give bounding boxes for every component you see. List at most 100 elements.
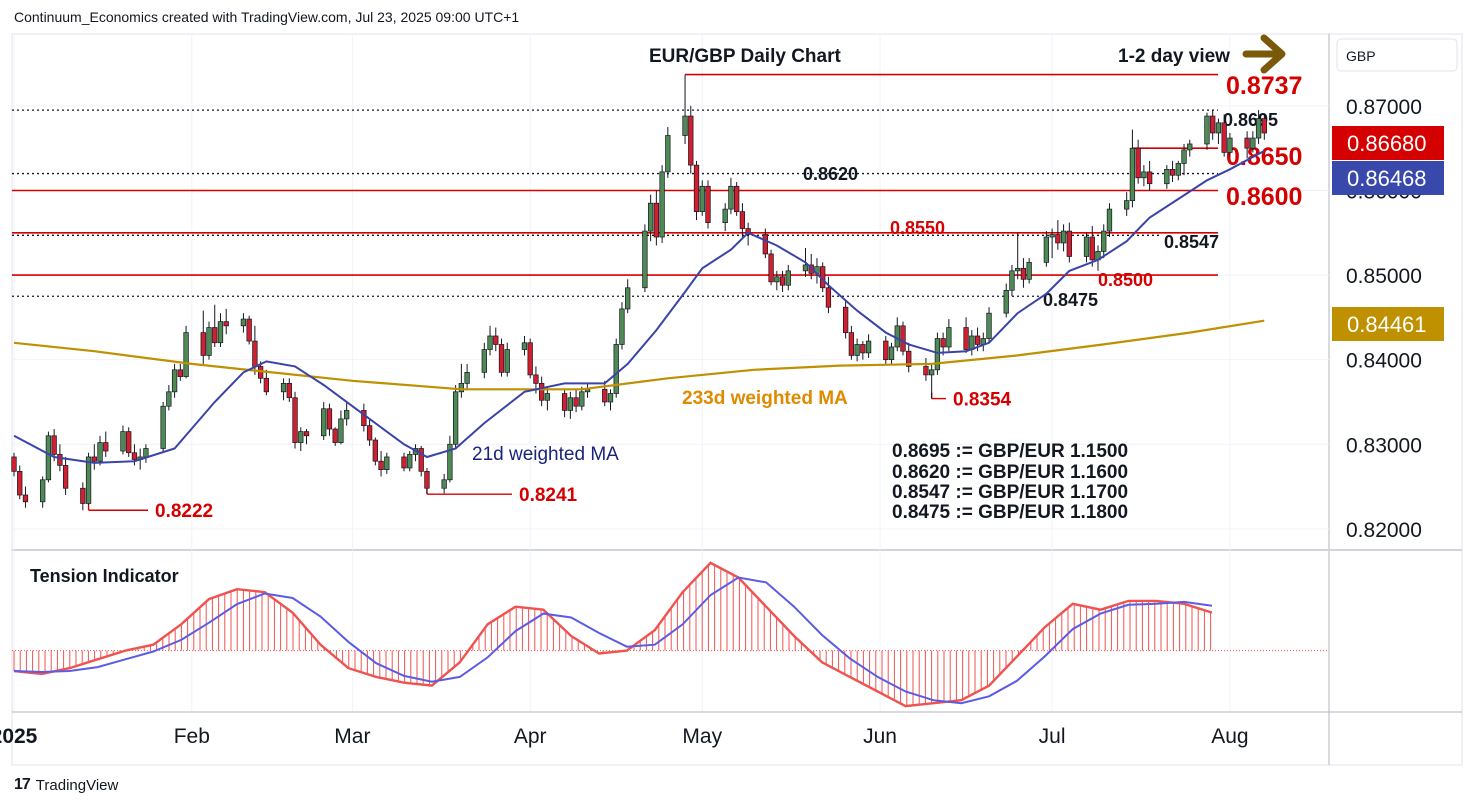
time-tick-label: Jun: [863, 725, 897, 748]
candle-body: [848, 332, 855, 356]
candle-body: [940, 338, 946, 348]
price-tick-label: 0.82000: [1346, 519, 1422, 542]
candle-body: [682, 115, 688, 136]
time-tick-label: Apr: [514, 725, 547, 748]
candle-body: [1210, 115, 1216, 134]
candle-body: [361, 410, 367, 427]
candle-body: [40, 479, 46, 503]
time-tick-label: Jul: [1039, 725, 1066, 748]
candle-body: [865, 340, 872, 354]
indicator-title: Tension Indicator: [30, 566, 179, 586]
level-label: 0.8695: [1223, 110, 1278, 130]
currency-button[interactable]: [1336, 38, 1458, 72]
footer-brand[interactable]: 17 TradingView: [14, 776, 118, 794]
candle-body: [1124, 200, 1130, 210]
candle-body: [80, 487, 86, 504]
candle-body: [739, 211, 746, 229]
level-label: 0.8737: [1226, 72, 1302, 100]
candle-body: [1015, 267, 1021, 272]
candle-body: [292, 397, 298, 443]
moving-averages-layer: [13, 150, 1265, 464]
axis-layer: 0.870000.860000.850000.840000.830000.820…: [0, 96, 1444, 748]
ma233-line: [13, 319, 1265, 391]
candles-layer: [11, 74, 1267, 511]
candle-body: [481, 349, 487, 373]
conversion-line-1: 0.8695 := GBP/EUR 1.1500: [892, 441, 1128, 462]
candle-body: [166, 391, 172, 407]
currency-label: GBP: [1346, 48, 1376, 64]
candle-body: [1060, 230, 1067, 244]
chart-title: EUR/GBP Daily Chart: [649, 46, 841, 67]
candle-body: [1003, 289, 1009, 314]
candle-body: [659, 171, 665, 238]
conversion-line-3: 0.8547 := GBP/EUR 1.1700: [892, 482, 1128, 503]
candle-body: [946, 327, 952, 348]
candle-body: [567, 397, 573, 411]
candle-body: [1181, 149, 1187, 164]
candle-body: [1250, 137, 1256, 149]
candle-body: [974, 335, 981, 345]
candle-body: [22, 494, 29, 503]
level-label: 0.8650: [1226, 143, 1302, 171]
candle-body: [900, 325, 906, 352]
ma21-line: [13, 150, 1265, 464]
candle-body: [498, 344, 505, 373]
candle-body: [1101, 230, 1107, 252]
candle-body: [103, 442, 109, 452]
candle-body: [85, 456, 92, 504]
candle-body: [1187, 143, 1193, 151]
candle-body: [642, 230, 648, 289]
price-badge: [1332, 161, 1444, 195]
candle-body: [768, 253, 774, 283]
candle-body: [1221, 122, 1227, 153]
price-tick-label: 0.87000: [1346, 96, 1422, 119]
candle-body: [252, 340, 258, 367]
candle-body: [1129, 147, 1136, 201]
candle-body: [504, 349, 510, 373]
candle-body: [1066, 230, 1072, 257]
low-label: 0.8241: [519, 485, 578, 506]
candle-body: [619, 308, 625, 345]
candle-body: [1227, 137, 1233, 153]
candle-body: [280, 383, 287, 393]
candle-body: [338, 418, 344, 443]
candle-body: [1026, 262, 1032, 280]
price-badge-label: 0.86468: [1347, 166, 1427, 191]
candle-body: [665, 135, 671, 173]
main-pane-frame: [11, 33, 1463, 766]
candle-body: [303, 431, 310, 437]
candle-body: [177, 369, 183, 377]
candle-body: [246, 318, 252, 342]
candle-body: [1049, 234, 1055, 238]
candle-body: [160, 405, 166, 449]
candle-body: [934, 338, 941, 371]
view-label: 1-2 day view: [1118, 46, 1230, 67]
price-badge: [1332, 126, 1444, 160]
candle-body: [217, 321, 224, 344]
price-tick-label: 0.84000: [1346, 350, 1422, 373]
candle-body: [888, 346, 895, 361]
candle-body: [1055, 234, 1061, 244]
tension-fast-line: [13, 561, 1213, 708]
candle-body: [1106, 208, 1113, 232]
time-tick-label: May: [682, 725, 722, 748]
candle-body: [734, 185, 740, 212]
time-tick-label: 2025: [0, 725, 38, 748]
candle-body: [57, 454, 63, 466]
candle-body: [424, 470, 430, 489]
tension-indicator-layer: [12, 561, 1329, 708]
price-tick-label: 0.83000: [1346, 434, 1422, 457]
price-badge-label: 0.84461: [1347, 312, 1427, 337]
right-arrow-icon: [1242, 34, 1286, 74]
candle-body: [693, 164, 700, 212]
candle-body: [1135, 147, 1141, 179]
candle-body: [200, 332, 206, 356]
candle-body: [602, 388, 608, 403]
candle-body: [561, 393, 568, 411]
candle-body: [131, 452, 138, 460]
candle-body: [401, 456, 407, 469]
price-badge-label: 0.86680: [1347, 131, 1427, 156]
candle-body: [722, 208, 728, 223]
candle-body: [825, 287, 832, 308]
